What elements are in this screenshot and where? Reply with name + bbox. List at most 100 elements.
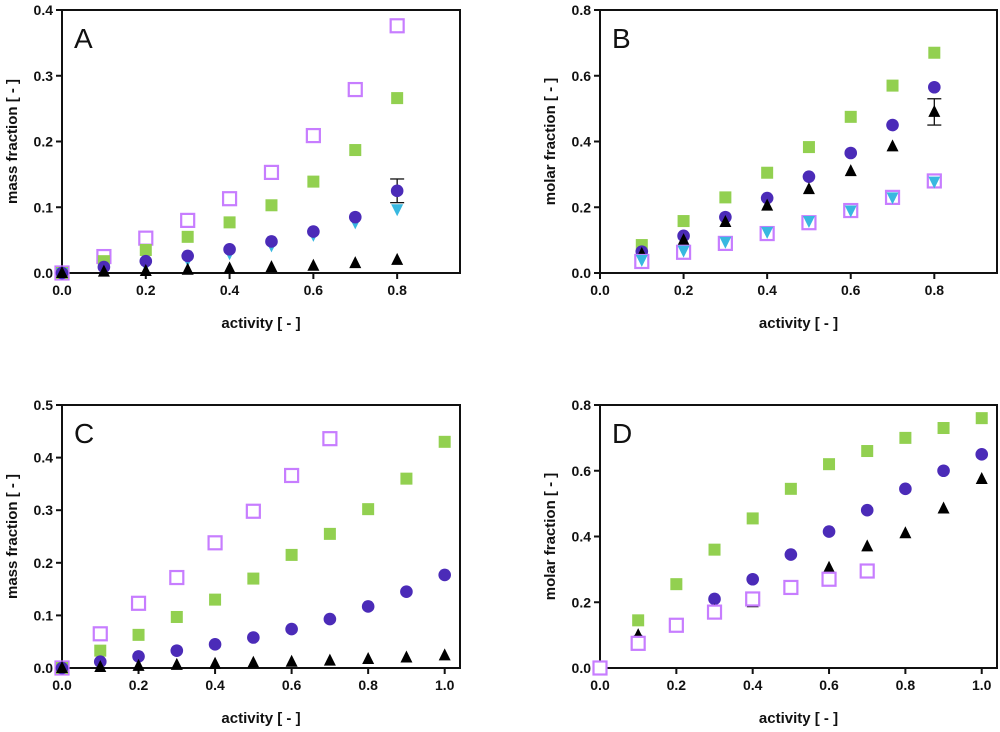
data-point (844, 110, 857, 123)
data-point (670, 578, 683, 591)
series-indigo (635, 80, 941, 258)
data-point (438, 435, 451, 448)
data-point (821, 571, 837, 587)
data-point (265, 235, 278, 248)
y-tick-label: 0.3 (34, 502, 54, 518)
y-tick-label: 0.0 (572, 265, 592, 281)
data-point (937, 464, 950, 478)
data-point (139, 254, 153, 268)
plot-frame (61, 9, 461, 274)
data-point (844, 146, 858, 160)
x-tick-label: 0.8 (358, 677, 378, 693)
data-point (247, 655, 260, 668)
y-tick-label: 0.4 (572, 134, 592, 150)
data-point (937, 501, 950, 514)
data-point (928, 176, 941, 189)
plot-frame (61, 404, 461, 669)
data-point (668, 617, 684, 633)
data-point (802, 170, 816, 183)
data-point (181, 262, 194, 275)
data-point (245, 503, 261, 519)
data-point (400, 585, 413, 599)
data-point (928, 80, 941, 94)
data-point (132, 650, 145, 663)
y-tick-label: 0.1 (34, 607, 54, 623)
data-point (761, 226, 774, 239)
data-point (323, 527, 336, 540)
data-point (170, 657, 183, 670)
data-point (886, 192, 899, 205)
chart-panel-c: 0.0 0.2 0.4 0.6 0.8 1.0 0.0 0.1 0.2 0.3 0.4 0.5 acti… (4, 397, 461, 727)
data-point (391, 204, 404, 217)
data-point (630, 635, 646, 651)
data-point (169, 569, 185, 586)
data-point (138, 230, 154, 246)
x-tick-label: 1.0 (972, 677, 992, 693)
y-tick-label: 0.4 (572, 529, 592, 545)
y-tick-label: 0.2 (572, 594, 592, 610)
data-point (975, 448, 989, 461)
data-point (223, 261, 236, 274)
data-point (745, 591, 761, 607)
data-point (400, 472, 413, 485)
x-tick-label: 0.8 (896, 677, 916, 693)
data-point (746, 572, 759, 586)
data-point (349, 256, 362, 269)
data-point (784, 482, 797, 495)
x-tick-label: 0.2 (674, 282, 694, 298)
data-point (899, 431, 912, 444)
data-point (886, 79, 899, 92)
data-point (265, 260, 278, 273)
x-tick-label: 0.6 (841, 282, 861, 298)
panel-label: C (74, 418, 94, 449)
data-point (391, 92, 404, 105)
data-point (139, 264, 152, 277)
data-point (361, 600, 375, 613)
data-point (139, 243, 152, 256)
data-point (761, 198, 774, 211)
panel-label: B (612, 23, 631, 54)
data-point (844, 164, 857, 177)
chart-panel-a: 0.0 0.2 0.4 0.6 0.8 0.0 0.1 0.2 0.3 0.4 activity [… (4, 2, 461, 332)
y-tick-label: 0.5 (34, 397, 54, 413)
x-axis-title: activity [ - ] (759, 315, 838, 332)
data-point (285, 548, 298, 561)
data-point (56, 266, 68, 278)
series-black (594, 471, 988, 673)
data-point (223, 216, 236, 229)
data-point (56, 661, 68, 673)
y-tick-label: 0.4 (34, 450, 54, 466)
data-point (719, 215, 732, 228)
series-cyan (635, 176, 941, 267)
data-point (822, 525, 836, 538)
y-tick-label: 0.6 (572, 68, 592, 84)
series-violet (592, 563, 875, 676)
x-tick-label: 0.8 (925, 282, 945, 298)
data-point (362, 652, 375, 665)
data-point (859, 563, 875, 579)
y-axis-title: mass fraction [ - ] (4, 474, 21, 599)
x-tick-label: 1.0 (435, 677, 455, 693)
data-point (323, 612, 337, 626)
data-point (635, 254, 648, 267)
data-point (322, 431, 338, 447)
data-point (899, 526, 912, 539)
y-tick-label: 0.6 (572, 463, 592, 479)
data-point (975, 471, 988, 484)
x-tick-label: 0.8 (387, 282, 407, 298)
x-tick-label: 0.2 (667, 677, 687, 693)
data-point (207, 535, 223, 551)
data-point (886, 139, 899, 152)
data-point (390, 184, 404, 198)
data-point (823, 560, 836, 573)
series-green (635, 46, 941, 252)
data-point (265, 199, 278, 212)
data-point (708, 543, 721, 556)
x-axis-title: activity [ - ] (759, 710, 838, 727)
series-black (56, 252, 404, 278)
data-point (760, 191, 774, 205)
data-point (886, 118, 899, 132)
data-point (223, 243, 236, 256)
x-tick-label: 0.2 (136, 282, 156, 298)
data-point (899, 482, 912, 496)
